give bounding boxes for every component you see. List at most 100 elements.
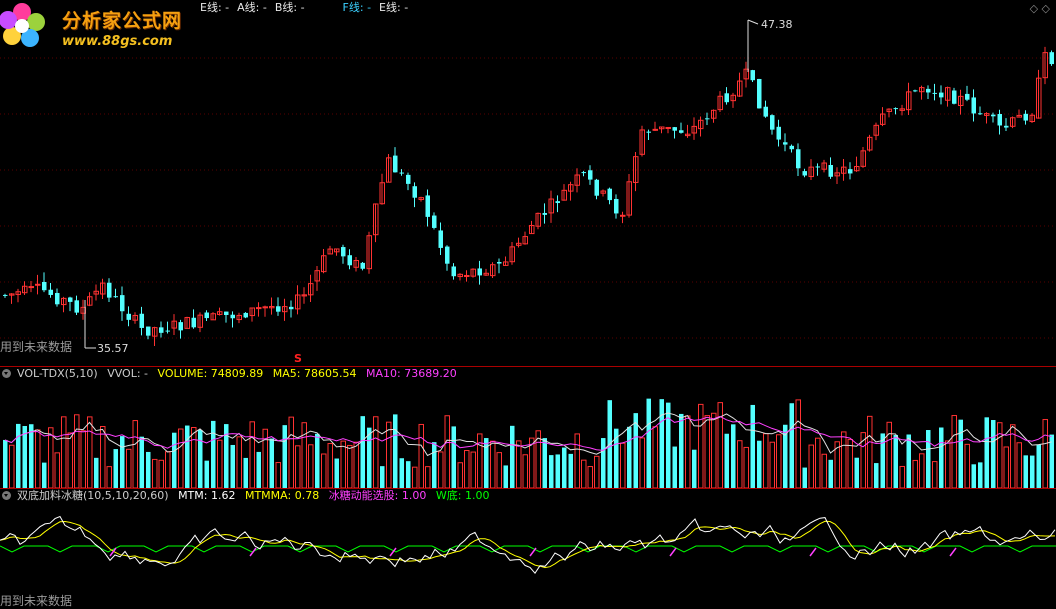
future-data-note: 用到未来数据 [0,340,73,354]
volume-bar [776,434,782,488]
candle-body [314,270,320,282]
candle-body [412,186,417,198]
candle-body [334,248,340,253]
candle-body [308,283,314,296]
candle-body [860,150,866,167]
volume-bar [717,402,723,488]
volume-bar [971,464,976,488]
candle-body [61,297,67,306]
candlestick-chart[interactable]: 47.38 35.57 S [0,0,1056,366]
candle-body [457,273,463,278]
candle-body [327,248,333,255]
volume-chart[interactable] [0,366,1056,488]
volume-bar [685,415,691,488]
candle-body [802,171,807,176]
volume-bar [256,451,261,488]
candle-body [55,292,60,305]
candle-body [965,93,970,100]
volume-bar [568,453,573,488]
indicator-chart[interactable] [0,488,1056,607]
volume-bar [711,412,717,488]
volume-indicator-name[interactable]: VOL-TDX(5,10) [17,367,98,380]
volume-bar [80,430,86,488]
indicator-name[interactable]: 双底加料冰糖(10,5,10,20,60) [17,489,169,502]
volume-bar [380,466,385,488]
candle-body [535,212,541,227]
volume-bar [731,424,736,488]
panel-option-icons[interactable]: ◇ ◇ [1029,2,1050,15]
volume-bar [132,420,138,488]
volume-bar [549,455,554,488]
candle-body [906,91,912,111]
candle-body [679,130,684,133]
volume-bar [315,433,320,488]
candle-body [743,68,749,80]
candle-body [321,255,327,273]
candle-body [561,189,567,201]
candle-body [848,169,853,174]
volume-bar [347,444,353,488]
volume-panel[interactable]: VOL-TDX(5,10) VVOL: - VOLUME: 74809.89 M… [0,366,1056,488]
volume-bar [997,422,1003,488]
volume-bar [204,460,209,488]
volume-bar [951,415,957,488]
candle-body [22,285,28,294]
volume-bar [802,467,807,488]
price-legend-item: E线: - [379,1,409,14]
volume-bar [113,449,118,488]
w-bottom-line [0,545,1056,553]
candle-body [28,286,34,289]
candle-body [952,90,957,104]
volume-bar [48,427,54,488]
candle-body [1029,114,1035,123]
volume-bar [652,426,658,488]
volume-bar [269,438,274,488]
volume-bar [886,421,892,488]
volume-bar [555,454,560,488]
price-legend-item: E线: - [200,1,230,14]
volume-bar [698,403,704,488]
candle-body [529,224,535,235]
candle-body [438,230,443,248]
candle-body [783,142,788,145]
volume-bar [262,428,268,488]
volume-bar [1030,455,1035,488]
indicator-menu-icon[interactable] [2,369,11,378]
candle-body [568,184,574,192]
candle-body [893,108,898,110]
volume-bar [165,451,171,488]
indicator-menu-icon[interactable] [2,491,11,500]
volume-bar [94,457,99,488]
candle-body [35,283,41,286]
candle-body [1010,117,1016,127]
volume-bar [67,432,73,488]
low-price-label: 35.57 [97,342,129,355]
candle-body [425,195,430,217]
volume-bar [308,444,314,488]
volume-bar [178,428,184,488]
volume-bar [425,466,431,488]
candle-body [1036,77,1042,119]
price-panel[interactable]: 47.38 35.57 S 分析家公式网 www.88gs.com E线: - A线:… [0,0,1056,366]
volume-bar [867,415,873,488]
volume-bar [1010,424,1016,488]
volume-bar [646,398,651,488]
volume-bar [470,451,476,488]
candle-body [607,188,612,201]
volume-bar [198,429,203,488]
volume-bar [9,444,15,488]
candle-body [1042,52,1048,79]
volume-bar [288,416,294,488]
volume-bar [1042,419,1048,488]
indicator-panel[interactable]: 双底加料冰糖(10,5,10,20,60) MTM: 1.62 MTMMA: 0… [0,488,1056,608]
volume-bar [692,449,697,488]
future-data-note: 用到未来数据 [0,594,73,608]
candle-body [672,127,677,131]
volume-bar [1016,442,1022,488]
candle-body [100,282,106,295]
volume-bar [224,424,229,488]
candle-body [126,313,131,320]
volume-bar [847,439,853,488]
volume-bar [3,439,8,488]
volume-bar [633,413,638,488]
